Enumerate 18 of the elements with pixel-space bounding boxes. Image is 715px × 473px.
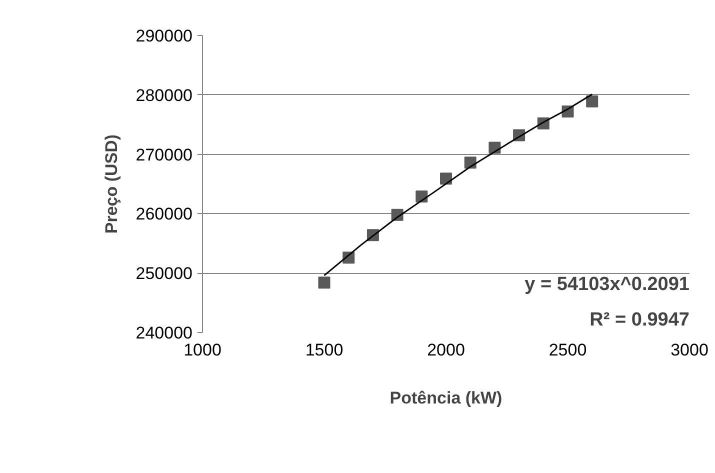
annotation: R² = 0.9947: [590, 310, 690, 330]
x-tick-label: 1500: [305, 340, 344, 360]
annotation: y = 54103x^0.2091: [524, 274, 690, 295]
y-axis-title: Preço (USD): [102, 134, 121, 234]
point: [318, 276, 330, 289]
x-tick-label: 2000: [427, 340, 465, 360]
y-tick-label: 240000: [136, 324, 193, 342]
x-tick-label: 2500: [548, 340, 587, 360]
x-axis-title: Potência (kW): [390, 388, 502, 408]
y-tick-label: 260000: [136, 204, 193, 224]
y-tick-label: 290000: [136, 26, 193, 46]
x-tick-label: 1000: [184, 340, 222, 360]
y-tick-label: 250000: [136, 264, 193, 284]
y-tick-label: 270000: [136, 145, 193, 164]
x-tick-label: 3000: [670, 340, 708, 360]
point: [586, 95, 598, 108]
point: [440, 172, 452, 185]
y-tick-label: 280000: [136, 86, 193, 105]
